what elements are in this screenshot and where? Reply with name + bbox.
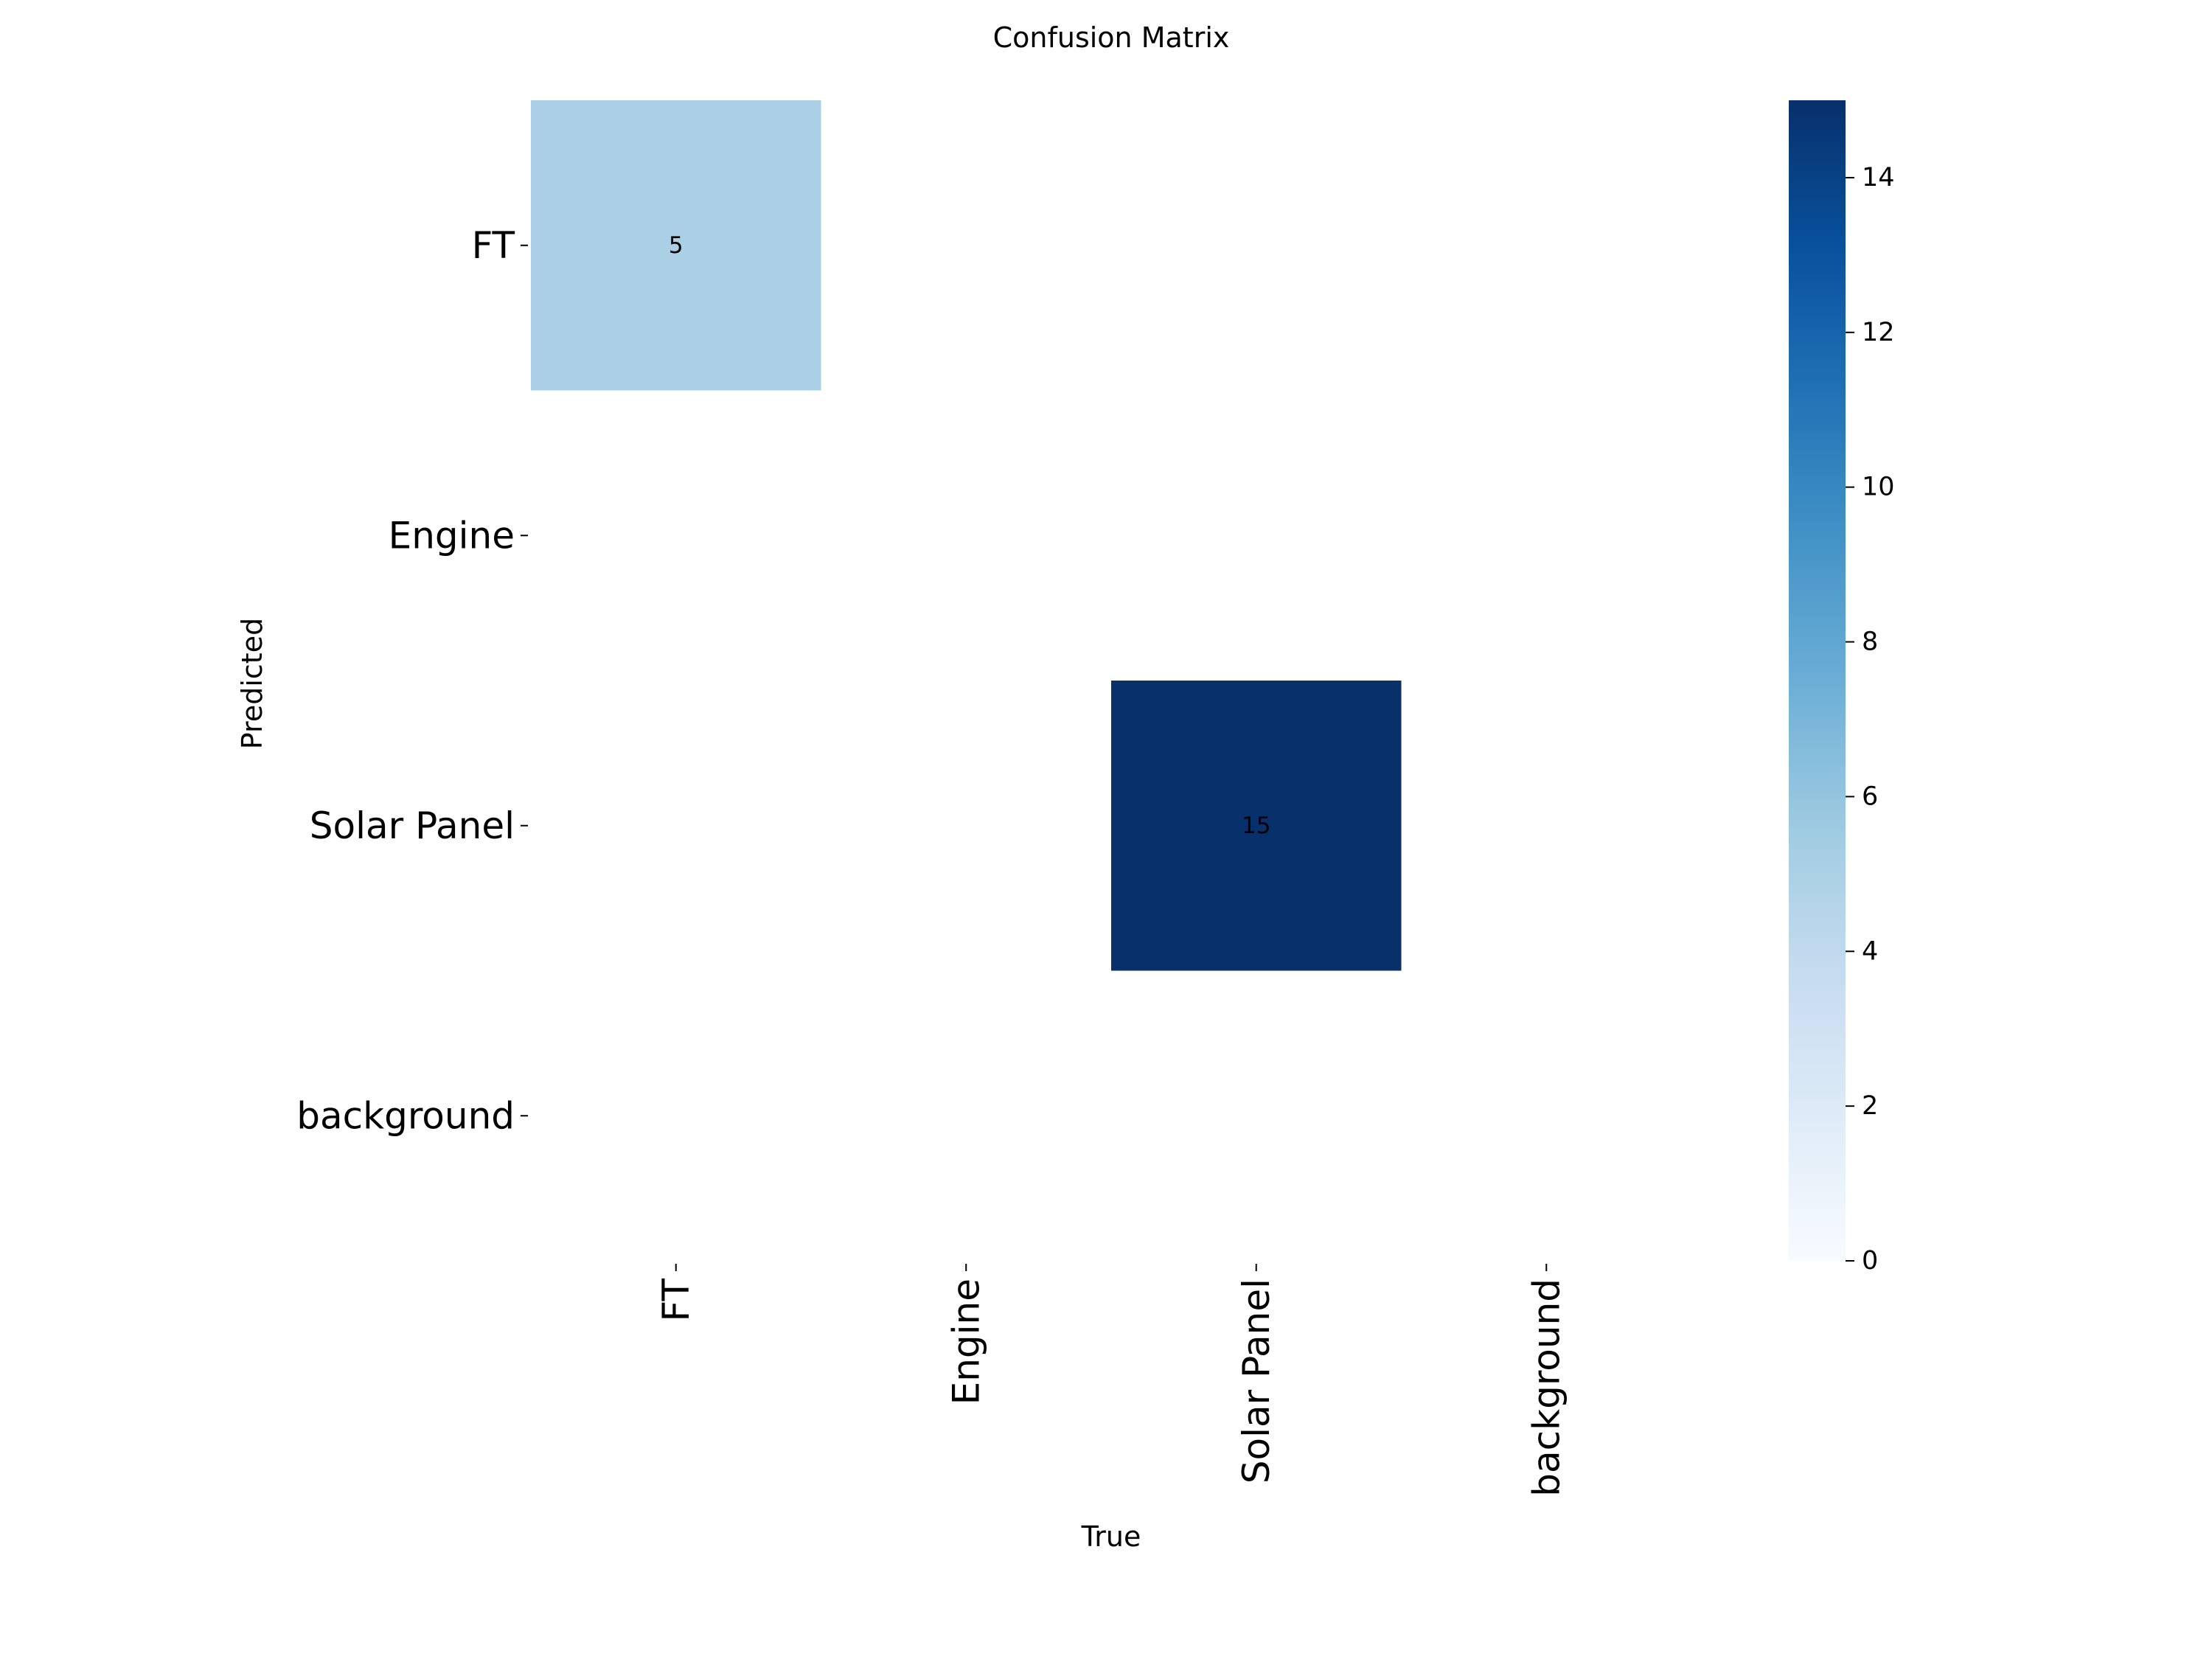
colorbar-gradient [1789, 100, 1846, 1261]
heatmap-cell [1111, 681, 1402, 971]
y-tick-label-solar-panel: Solar Panel [310, 804, 515, 847]
x-tick-label-ft: FT [655, 1279, 698, 1322]
colorbar-tick-label: 0 [1862, 1246, 1878, 1276]
x-axis-label: True [1081, 1520, 1141, 1553]
heatmap-cell [531, 100, 821, 391]
y-axis: FT Engine Solar Panel background [296, 224, 528, 1137]
colorbar-tick-label: 14 [1862, 163, 1895, 192]
x-tick-label-background: background [1525, 1279, 1568, 1497]
colorbar-tick-label: 4 [1862, 936, 1878, 966]
cell-value-label: 15 [1242, 813, 1270, 839]
colorbar-tick-label: 12 [1862, 318, 1895, 347]
heatmap-plot: 5 15 [531, 100, 1402, 971]
colorbar-tick-label: 10 [1862, 473, 1895, 502]
y-axis-label: Predicted [236, 618, 268, 749]
colorbar-tick-label: 6 [1862, 782, 1878, 811]
colorbar-tick-label: 2 [1862, 1091, 1878, 1121]
y-tick-label-ft: FT [472, 224, 515, 267]
x-axis: FT Engine Solar Panel background [655, 1264, 1568, 1497]
x-tick-label-solar-panel: Solar Panel [1235, 1279, 1278, 1484]
y-tick-label-background: background [296, 1094, 515, 1137]
cell-value-label: 5 [669, 232, 684, 259]
x-tick-label-engine: Engine [945, 1279, 987, 1405]
chart-title: Confusion Matrix [993, 21, 1230, 54]
colorbar: 0 2 4 6 8 10 12 14 [1789, 100, 1895, 1276]
y-tick-label-engine: Engine [389, 514, 515, 557]
colorbar-tick-label: 8 [1862, 627, 1878, 657]
